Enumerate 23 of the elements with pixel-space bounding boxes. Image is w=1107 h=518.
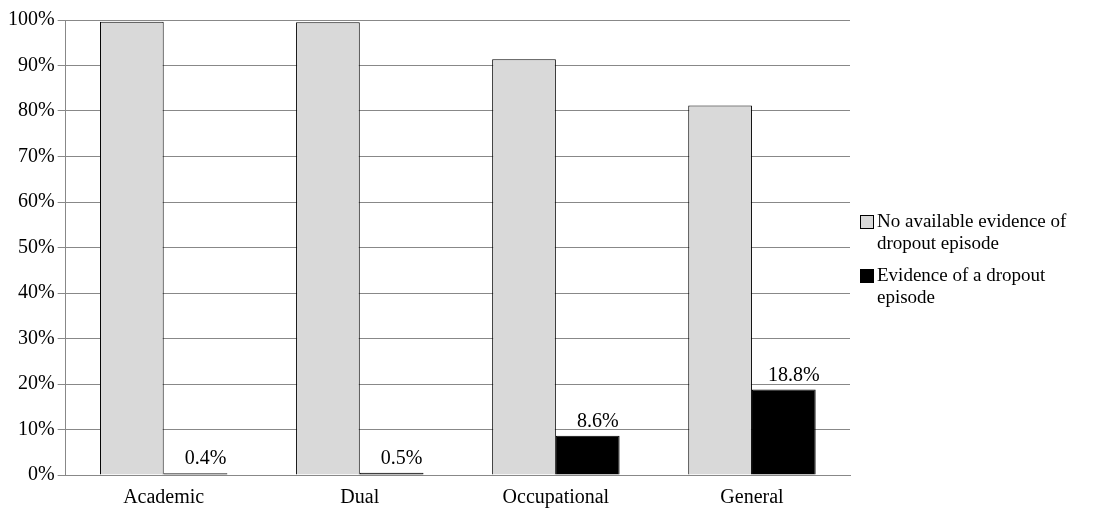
data-label: 0.4% xyxy=(184,446,227,469)
legend-label: Evidence of a dropout episode xyxy=(877,264,1047,308)
y-tick-label: 0% xyxy=(27,462,55,485)
data-label: 18.8% xyxy=(767,362,820,385)
bar xyxy=(751,389,816,475)
y-tick-label: 50% xyxy=(17,234,55,257)
x-tick-label: Academic xyxy=(123,485,205,508)
y-tick-label: 30% xyxy=(17,325,55,348)
y-tick-label: 70% xyxy=(17,143,55,166)
y-tick-label: 20% xyxy=(17,371,55,394)
y-tick-label: 10% xyxy=(17,416,55,439)
bar xyxy=(555,435,620,475)
legend-label: No available evidence of dropout episode xyxy=(877,210,1068,254)
data-label: 0.5% xyxy=(380,445,423,468)
y-tick-label: 100% xyxy=(7,7,55,30)
x-tick-label: Dual xyxy=(340,485,380,508)
x-tick-label: Occupational xyxy=(502,485,610,509)
y-tick-label: 80% xyxy=(17,98,55,121)
y-tick-label: 90% xyxy=(17,52,55,75)
data-label: 8.6% xyxy=(576,409,619,432)
x-tick-label: General xyxy=(720,485,785,508)
y-tick-label: 60% xyxy=(17,189,55,212)
y-tick-label: 40% xyxy=(17,280,55,303)
